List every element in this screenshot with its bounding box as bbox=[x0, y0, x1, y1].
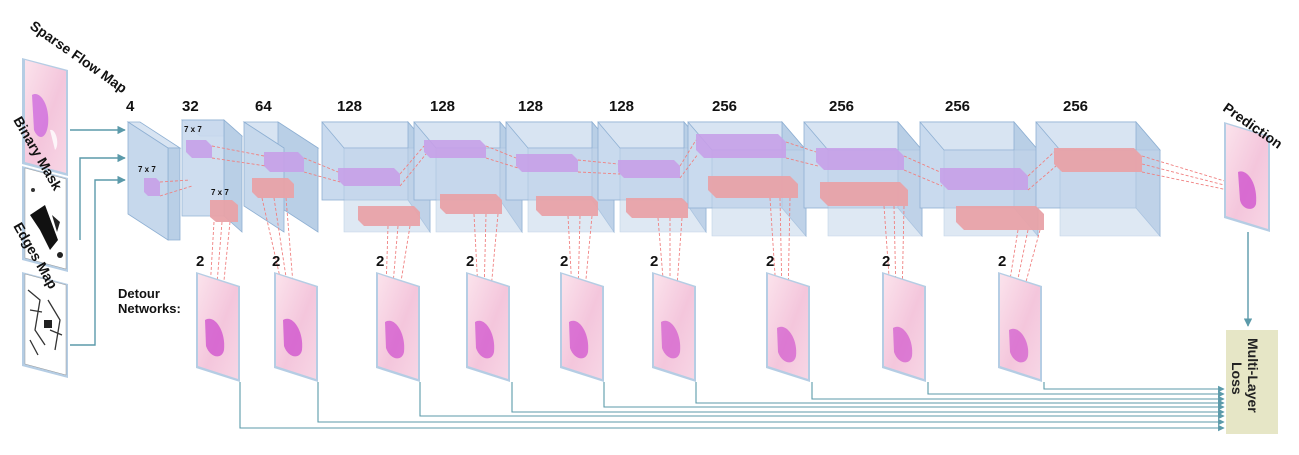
detour-channel-labels: 2 2 2 2 2 2 2 2 2 bbox=[196, 253, 1006, 270]
input-edges-map bbox=[22, 272, 68, 378]
channel-label-1: 4 bbox=[126, 98, 135, 115]
detour-channel-label-4: 2 bbox=[466, 253, 474, 270]
channel-label-10: 256 bbox=[945, 98, 970, 115]
channel-labels: 4 32 64 128 128 128 128 256 256 256 256 bbox=[126, 98, 1088, 115]
detour-channel-label-7: 2 bbox=[766, 253, 774, 270]
detour-channel-label-5: 2 bbox=[560, 253, 568, 270]
channel-label-8: 256 bbox=[712, 98, 737, 115]
prediction-output bbox=[1224, 122, 1270, 232]
input-sparse-flow-map bbox=[22, 58, 68, 176]
detour-channel-label-2: 2 bbox=[272, 253, 280, 270]
detour-output-8 bbox=[882, 272, 926, 382]
detour-channel-label-6: 2 bbox=[650, 253, 658, 270]
layer-volume-11 bbox=[1035, 120, 1161, 238]
kernel-label-1: 7 x 7 bbox=[138, 165, 156, 174]
kernels bbox=[144, 134, 1142, 230]
detour-to-loss-arrows bbox=[239, 382, 1225, 432]
loss-label-line1: Multi-Layer bbox=[1245, 338, 1261, 413]
channel-label-11: 256 bbox=[1063, 98, 1088, 115]
detour-output-1 bbox=[196, 272, 240, 382]
channel-label-2: 32 bbox=[182, 98, 199, 115]
channel-label-3: 64 bbox=[255, 98, 272, 115]
kernel-label-2: 7 x 7 bbox=[184, 125, 202, 134]
kernel-label-3: 7 x 7 bbox=[211, 188, 229, 197]
detour-output-3 bbox=[376, 272, 420, 382]
layer-volume-6 bbox=[505, 120, 615, 234]
detour-output-6 bbox=[652, 272, 696, 382]
detour-channel-label-3: 2 bbox=[376, 253, 384, 270]
channel-label-9: 256 bbox=[829, 98, 854, 115]
channel-label-5: 128 bbox=[430, 98, 455, 115]
multi-layer-loss-box: Multi-Layer Loss bbox=[1226, 330, 1278, 434]
detour-channel-label-9: 2 bbox=[998, 253, 1006, 270]
loss-label-line2: Loss bbox=[1229, 362, 1245, 395]
detour-output-2 bbox=[274, 272, 318, 382]
input-arrows bbox=[70, 125, 126, 346]
detour-outputs bbox=[196, 272, 1042, 382]
detour-output-9 bbox=[998, 272, 1042, 382]
detour-channel-label-1: 2 bbox=[196, 253, 204, 270]
channel-label-4: 128 bbox=[337, 98, 362, 115]
layer-volume-9 bbox=[803, 120, 923, 238]
layer-volume-1 bbox=[126, 121, 182, 241]
detour-label-line2: Networks: bbox=[118, 301, 181, 316]
detour-output-5 bbox=[560, 272, 604, 382]
detour-output-7 bbox=[766, 272, 810, 382]
channel-label-6: 128 bbox=[518, 98, 543, 115]
channel-label-7: 128 bbox=[609, 98, 634, 115]
detour-label-line1: Detour bbox=[118, 286, 160, 301]
input-binary-mask bbox=[22, 166, 68, 272]
layer-volume-3 bbox=[242, 121, 320, 233]
detour-channel-label-8: 2 bbox=[882, 253, 890, 270]
detour-output-4 bbox=[466, 272, 510, 382]
